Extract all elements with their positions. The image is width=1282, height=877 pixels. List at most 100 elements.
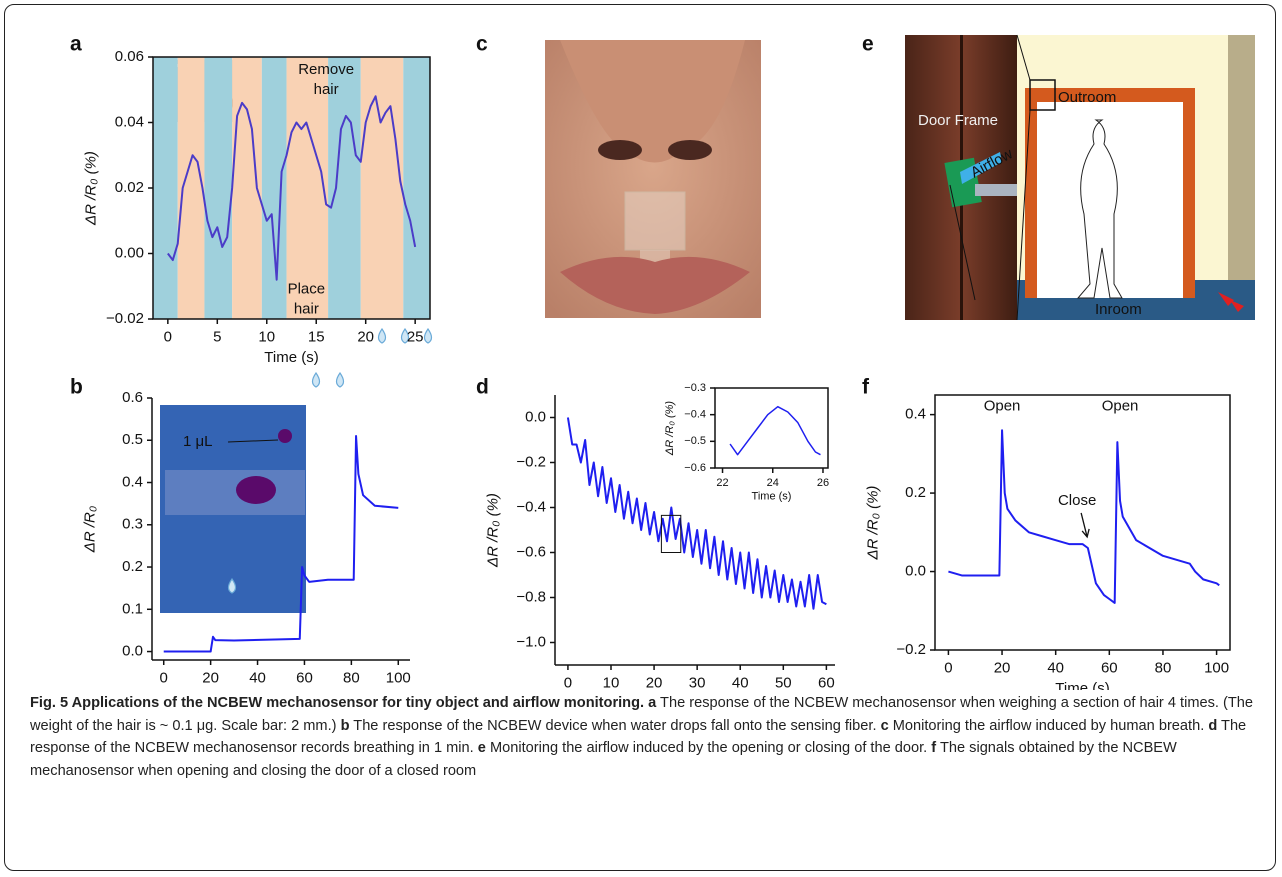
y-tick-label: 0.02	[115, 179, 144, 196]
plot-frame	[715, 388, 828, 468]
inset-region	[661, 515, 680, 552]
x-tick-label: 40	[1047, 659, 1064, 676]
caption-text: c	[881, 718, 889, 734]
caption-text: Monitoring the airflow induced by human …	[889, 718, 1209, 734]
annotation: hair	[294, 300, 319, 317]
x-tick-label: 25	[407, 328, 424, 345]
y-tick-label: −0.6	[684, 462, 706, 474]
y-tick-label: 0.5	[122, 431, 143, 448]
arrow	[1081, 513, 1089, 537]
y-axis-label: ΔR /R₀ (%)	[82, 151, 99, 226]
y-axis-label: ΔR /R₀ (%)	[864, 486, 881, 561]
x-tick-label: 60	[1101, 659, 1118, 676]
y-tick-label: 0.3	[122, 516, 143, 533]
y-tick-label: −0.4	[516, 498, 546, 515]
y-tick-label: 0.4	[905, 406, 926, 423]
y-tick-label: −0.6	[516, 543, 546, 560]
panel-label: d	[476, 376, 489, 399]
inset-photo	[278, 429, 292, 443]
band	[262, 57, 287, 319]
panel-label: c	[476, 33, 488, 56]
data-line	[948, 430, 1219, 603]
caption-text: Fig. 5 Applications of the NCBEW mechano…	[30, 695, 644, 711]
annotation: Open	[1102, 398, 1139, 415]
x-tick-label: 15	[308, 328, 325, 345]
y-tick-label: −0.3	[684, 382, 706, 394]
y-tick-label: 0.06	[115, 48, 144, 65]
x-tick-label: 20	[994, 659, 1011, 676]
annotation: Open	[984, 398, 1021, 415]
door-label: Door Frame	[918, 112, 998, 129]
panel-label: e	[862, 33, 874, 56]
data-line	[730, 407, 820, 455]
caption-text: The response of the NCBEW device when wa…	[349, 718, 880, 734]
y-tick-label: 0.0	[905, 563, 926, 580]
x-tick-label: 20	[202, 669, 219, 686]
y-tick-label: 0.1	[122, 600, 143, 617]
x-tick-label: 10	[258, 328, 275, 345]
panel-label: f	[862, 376, 870, 399]
x-tick-label: 40	[249, 669, 266, 686]
y-axis-label: ΔR /R₀	[81, 506, 98, 553]
band	[403, 57, 430, 319]
x-tick-label: 22	[716, 477, 728, 489]
x-tick-label: 80	[343, 669, 360, 686]
y-tick-label: 0.6	[122, 389, 143, 406]
y-tick-label: 0.4	[122, 473, 143, 490]
x-tick-label: 5	[213, 328, 221, 345]
x-tick-label: 0	[944, 659, 952, 676]
door-label: Inroom	[1095, 301, 1142, 318]
inset-label: 1 μL	[183, 433, 213, 450]
x-axis-label: Time (s)	[264, 349, 318, 366]
x-tick-label: 30	[689, 674, 706, 690]
x-tick-label: 60	[296, 669, 313, 686]
x-tick-label: 80	[1155, 659, 1172, 676]
inset-photo	[236, 476, 276, 504]
annotation: hair	[314, 81, 339, 98]
annotation: Close	[1058, 492, 1096, 509]
x-tick-label: 0	[564, 674, 572, 690]
caption-text: d	[1208, 718, 1217, 734]
plot-frame	[935, 395, 1230, 650]
y-tick-label: 0.2	[905, 484, 926, 501]
x-tick-label: 100	[386, 669, 411, 686]
x-tick-label: 50	[775, 674, 792, 690]
y-tick-label: −0.2	[896, 641, 926, 658]
photo-breath	[545, 40, 761, 318]
y-tick-label: 0.0	[525, 408, 546, 425]
figure: a b c d e f Door Frame Airf	[0, 0, 1282, 690]
y-tick-label: 0.00	[115, 244, 144, 261]
x-tick-label: 0	[160, 669, 168, 686]
band	[204, 57, 232, 319]
x-axis-label: Time (s)	[1055, 680, 1109, 690]
y-tick-label: −0.4	[684, 409, 706, 421]
y-tick-label: −0.8	[516, 588, 546, 605]
x-tick-label: 10	[603, 674, 620, 690]
door-label: Outroom	[1058, 89, 1116, 106]
caption-text: e	[478, 740, 486, 756]
x-tick-label: 20	[646, 674, 663, 690]
x-tick-label: 20	[357, 328, 374, 345]
band	[361, 57, 404, 319]
panel-label: b	[70, 376, 83, 399]
x-tick-label: 40	[732, 674, 749, 690]
y-tick-label: −0.5	[684, 435, 706, 447]
panel-label: a	[70, 33, 82, 56]
y-tick-label: 0.2	[122, 558, 143, 575]
x-axis-label: Time (s)	[752, 491, 792, 503]
x-tick-label: 60	[818, 674, 835, 690]
y-axis-label: ΔR /R₀ (%)	[664, 401, 676, 457]
annotation: Place	[288, 280, 326, 297]
caption-text: Monitoring the airflow induced by the op…	[486, 740, 931, 756]
y-tick-label: 0.0	[122, 643, 143, 660]
x-tick-label: 26	[817, 477, 829, 489]
band	[153, 57, 178, 319]
x-tick-label: 0	[164, 328, 172, 345]
y-tick-label: −0.02	[106, 310, 144, 327]
x-tick-label: 24	[767, 477, 779, 489]
photo-door	[905, 35, 1255, 320]
y-tick-label: −0.2	[516, 453, 546, 470]
caption: Fig. 5 Applications of the NCBEW mechano…	[30, 692, 1262, 782]
y-axis-label: ΔR /R₀ (%)	[484, 493, 501, 568]
annotation: Remove	[298, 61, 354, 78]
